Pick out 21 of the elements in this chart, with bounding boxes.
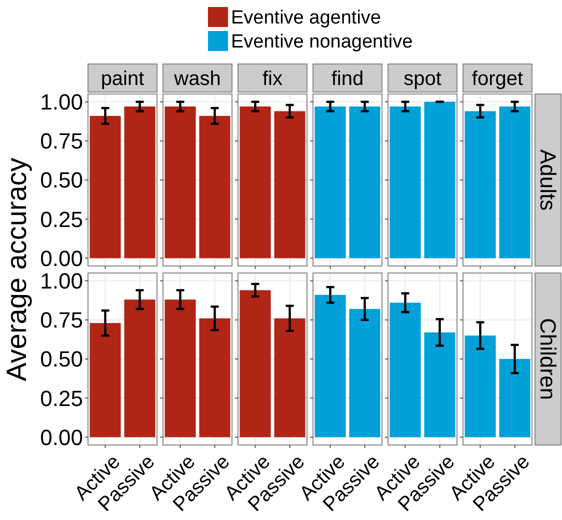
legend-label: Eventive agentive bbox=[231, 8, 381, 29]
y-tick-label: 1.00 bbox=[40, 90, 83, 115]
text: Children bbox=[535, 318, 560, 400]
chart-title: forget bbox=[472, 68, 524, 90]
y-axis-title: Average accuracy bbox=[1, 158, 32, 382]
y-tick-label: 0.75 bbox=[40, 308, 83, 333]
y-tick-label: 0.75 bbox=[40, 128, 83, 154]
chart-title: find bbox=[331, 68, 364, 90]
chart-title: paint bbox=[100, 68, 145, 90]
legend-label: Eventive nonagentive bbox=[231, 32, 413, 53]
chart-title: spot bbox=[404, 68, 442, 90]
y-tick-label: 0.50 bbox=[40, 168, 83, 193]
chart-title: wash bbox=[173, 68, 221, 90]
y-tick-label: 0.25 bbox=[40, 206, 83, 232]
y-tick-label: 0.50 bbox=[40, 346, 83, 372]
y-tick-label: 0.00 bbox=[40, 246, 83, 271]
chart-title: fix bbox=[262, 68, 282, 90]
y-tick-label: 0.00 bbox=[40, 424, 83, 450]
text: Adults bbox=[535, 149, 560, 211]
y-tick-label: 1.00 bbox=[40, 268, 83, 294]
y-tick-label: 0.25 bbox=[40, 386, 83, 411]
